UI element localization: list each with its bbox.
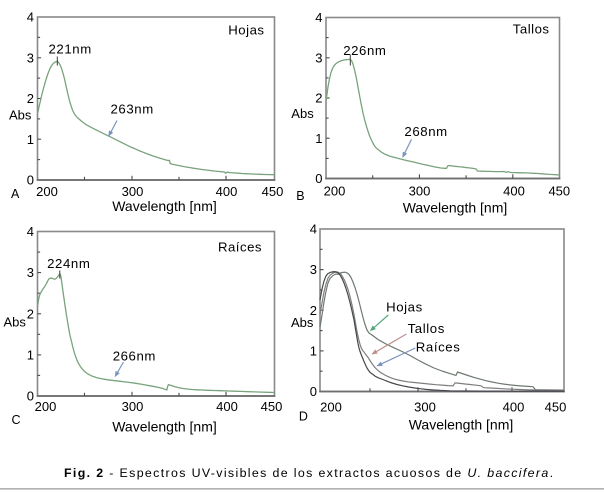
svg-text:450: 450 <box>545 399 567 414</box>
svg-text:263nm: 263nm <box>111 101 154 116</box>
svg-text:400: 400 <box>503 184 525 199</box>
svg-text:Raíces: Raíces <box>218 239 262 254</box>
svg-text:Tallos: Tallos <box>408 321 445 336</box>
svg-text:300: 300 <box>122 184 144 199</box>
svg-text:200: 200 <box>35 399 57 414</box>
svg-text:300: 300 <box>122 399 144 414</box>
svg-text:400: 400 <box>503 399 525 414</box>
svg-text:450: 450 <box>262 184 284 199</box>
svg-text:1: 1 <box>27 348 34 363</box>
svg-text:Raíces: Raíces <box>416 339 461 354</box>
svg-text:4: 4 <box>27 224 34 239</box>
svg-text:300: 300 <box>409 184 431 199</box>
svg-text:Abs: Abs <box>291 106 314 121</box>
svg-text:266nm: 266nm <box>113 348 156 363</box>
svg-text:0: 0 <box>27 173 34 188</box>
svg-text:Hojas: Hojas <box>228 22 264 37</box>
svg-text:300: 300 <box>414 399 436 414</box>
svg-text:D: D <box>299 409 308 423</box>
svg-text:2: 2 <box>315 91 322 106</box>
svg-text:224nm: 224nm <box>47 256 90 271</box>
svg-text:Abs: Abs <box>291 315 314 330</box>
svg-text:3: 3 <box>27 50 34 65</box>
svg-text:Wavelength [nm]: Wavelength [nm] <box>403 199 508 215</box>
svg-text:450: 450 <box>261 399 283 414</box>
svg-text:200: 200 <box>324 184 346 199</box>
svg-text:C: C <box>12 413 21 427</box>
svg-text:4: 4 <box>315 10 322 25</box>
svg-text:200: 200 <box>320 399 342 414</box>
svg-text:3: 3 <box>310 262 317 277</box>
svg-text:268nm: 268nm <box>404 124 447 139</box>
svg-text:2: 2 <box>27 306 34 321</box>
svg-text:4: 4 <box>27 10 34 25</box>
svg-text:0: 0 <box>310 384 317 399</box>
svg-text:0: 0 <box>27 389 34 404</box>
svg-text:4: 4 <box>310 222 317 237</box>
svg-text:Wavelength [nm]: Wavelength [nm] <box>112 418 217 434</box>
svg-text:Abs: Abs <box>9 108 32 123</box>
svg-text:Hojas: Hojas <box>386 299 423 314</box>
svg-text:0: 0 <box>315 171 322 186</box>
svg-text:3: 3 <box>315 50 322 65</box>
svg-text:221nm: 221nm <box>49 41 92 56</box>
svg-text:1: 1 <box>310 344 317 359</box>
svg-text:3: 3 <box>27 265 34 280</box>
svg-text:A: A <box>11 187 20 201</box>
svg-text:2: 2 <box>310 303 317 318</box>
svg-text:200: 200 <box>36 184 58 199</box>
svg-text:1: 1 <box>27 132 34 147</box>
svg-text:450: 450 <box>548 184 570 199</box>
svg-text:Fig. 2 - Espectros UV-visibles: Fig. 2 - Espectros UV-visibles de los ex… <box>64 466 554 480</box>
svg-text:1: 1 <box>315 131 322 146</box>
svg-text:Wavelength [nm]: Wavelength [nm] <box>409 416 514 432</box>
svg-text:400: 400 <box>216 184 238 199</box>
svg-text:226nm: 226nm <box>343 43 386 58</box>
svg-text:2: 2 <box>27 91 34 106</box>
svg-text:B: B <box>296 189 304 203</box>
svg-text:Abs: Abs <box>4 315 27 330</box>
svg-text:400: 400 <box>216 399 238 414</box>
svg-text:Wavelength [nm]: Wavelength [nm] <box>112 198 217 214</box>
svg-text:Tallos: Tallos <box>513 22 550 37</box>
